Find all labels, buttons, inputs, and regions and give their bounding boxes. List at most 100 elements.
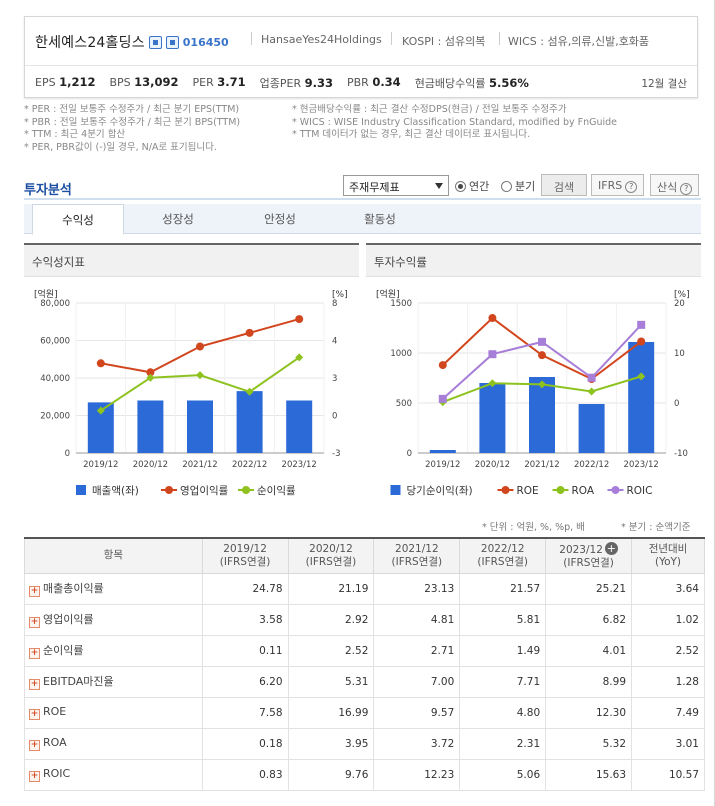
home-icon[interactable] xyxy=(148,35,162,49)
cell-value: 0.83 xyxy=(201,758,289,791)
note: * PER : 전일 보통주 수정주가 / 최근 분기 EPS(TTM) xyxy=(24,104,240,115)
table-header-row: 항목 2019/12 (IFRS연결) 2020/12 (IFRS연결) 2021/… xyxy=(24,537,705,574)
search-button[interactable]: 검색 xyxy=(541,174,587,196)
data-point xyxy=(96,406,105,415)
expand-icon[interactable]: + xyxy=(29,740,40,751)
table-row: + ROIC 0.83 9.76 12.23 5.06 15.63 10.57 xyxy=(24,758,705,791)
expand-icon[interactable]: + xyxy=(29,586,40,597)
right-axis-unit: [%] xyxy=(332,290,348,300)
cell-value: 8.99 xyxy=(545,665,633,698)
notes-left: * PER : 전일 보통주 수정주가 / 최근 분기 EPS(TTM) * P… xyxy=(24,104,240,154)
help-icon: ? xyxy=(625,181,638,193)
left-axis-unit: [억원] xyxy=(376,288,400,300)
row-label[interactable]: + 순이익률 xyxy=(24,634,203,667)
header-year: 2023/12 + (IFRS연결) xyxy=(545,537,633,574)
cell-value: 4.01 xyxy=(545,634,633,667)
english-name: HansaeYes24Holdings xyxy=(261,33,382,46)
legend-swatch xyxy=(501,486,510,494)
expand-icon[interactable]: + xyxy=(29,648,40,659)
stat-sector-per: 업종PER 9.33 xyxy=(259,76,333,90)
tab-activity[interactable]: 활동성 xyxy=(364,212,396,226)
expand-icon[interactable]: + xyxy=(29,771,40,782)
row-label[interactable]: + ROA xyxy=(24,727,203,760)
radio-quarter[interactable]: 분기 xyxy=(501,178,535,194)
tab-profitability[interactable]: 수익성 xyxy=(32,204,124,235)
cell-value: 7.58 xyxy=(201,696,289,729)
row-label[interactable]: + EBITDA마진율 xyxy=(24,665,203,698)
cell-value: 7.00 xyxy=(373,665,461,698)
tab-stability[interactable]: 안정성 xyxy=(264,212,296,226)
statement-select[interactable]: 주재무제표 xyxy=(343,175,449,196)
data-point xyxy=(295,353,304,362)
legend-label: 당기순이익(좌) xyxy=(407,485,473,497)
cell-value: 5.31 xyxy=(287,665,375,698)
cell-value: 3.72 xyxy=(373,727,461,760)
cell-yoy: 3.64 xyxy=(631,572,705,605)
section-divider xyxy=(24,198,701,200)
cell-value: 4.81 xyxy=(373,603,461,636)
bar xyxy=(286,400,313,453)
ir-icon[interactable] xyxy=(165,35,179,49)
cell-value: 23.13 xyxy=(373,572,461,605)
section-title: 투자분석 xyxy=(24,183,72,198)
legend-swatch xyxy=(556,486,565,494)
row-label[interactable]: + ROIC xyxy=(24,758,203,791)
fiscal-year-end: 12월 결산 xyxy=(641,78,687,90)
data-point xyxy=(245,387,254,396)
series-line xyxy=(442,316,642,381)
radio-annual[interactable]: 연간 xyxy=(455,178,489,194)
table-row: + EBITDA마진율 6.20 5.31 7.00 7.71 8.99 1.28 xyxy=(24,665,705,698)
cell-value: 5.81 xyxy=(459,603,547,636)
chart-title: 투자수익률 xyxy=(366,245,701,277)
cell-value: 1.49 xyxy=(459,634,547,667)
header-year: 2019/12 (IFRS연결) xyxy=(201,537,289,574)
header-yoy: 전년대비 (YoY) xyxy=(631,537,705,574)
tab-growth[interactable]: 성장성 xyxy=(162,212,194,226)
cell-value: 6.82 xyxy=(545,603,633,636)
header-year: 2022/12 (IFRS연결) xyxy=(459,537,547,574)
data-point xyxy=(295,315,304,324)
right-tick-label: 4 xyxy=(332,337,337,347)
cell-value: 2.71 xyxy=(373,634,461,667)
data-point xyxy=(587,387,596,396)
company-summary-card: 한세예스24홀딩스 016450 HansaeYes24Holdings KOS… xyxy=(24,16,698,98)
legend-swatch xyxy=(165,486,173,494)
bar xyxy=(479,383,506,453)
x-tick-label: 2022/12 xyxy=(232,460,267,470)
radio-quarter-label: 분기 xyxy=(515,180,536,193)
row-label[interactable]: + ROE xyxy=(24,696,203,729)
row-label[interactable]: + 영업이익률 xyxy=(24,603,203,636)
data-point xyxy=(438,394,447,403)
ifrs-label: IFRS xyxy=(598,179,623,192)
data-point xyxy=(637,372,646,381)
header-item: 항목 xyxy=(24,537,203,574)
left-tick-label: 80,000 xyxy=(40,299,70,309)
left-axis-unit: [억원] xyxy=(34,288,58,300)
bar xyxy=(236,391,263,453)
row-label[interactable]: + 매출총이익률 xyxy=(24,572,203,605)
legend-swatch xyxy=(611,486,620,494)
bar xyxy=(578,404,605,453)
x-tick-label: 2021/12 xyxy=(524,460,559,470)
legend-swatch xyxy=(242,486,250,494)
expand-icon[interactable]: + xyxy=(29,617,40,628)
expand-icon[interactable]: + xyxy=(29,679,40,690)
stat-eps: EPS 1,212 xyxy=(35,75,96,89)
ifrs-help-button[interactable]: IFRS? xyxy=(591,174,645,196)
note: * PBR : 전일 보통주 수정주가 / 최근 분기 BPS(TTM) xyxy=(24,116,241,128)
profitability-chart-panel: 수익성지표 [억원] [%] 80,000 60,000 40,000 20,000 0 8 4… xyxy=(24,243,359,505)
add-column-icon[interactable]: + xyxy=(604,541,618,555)
cell-yoy: 1.28 xyxy=(631,665,705,698)
cell-value: 15.63 xyxy=(545,758,633,791)
note: * WICS : WISE Industry Classification St… xyxy=(292,116,618,128)
cell-value: 2.31 xyxy=(459,727,547,760)
formula-help-button[interactable]: 산식? xyxy=(650,174,700,196)
profitability-table: 항목 2019/12 (IFRS연결) 2020/12 (IFRS연결) 2021/… xyxy=(24,537,705,791)
expand-icon[interactable]: + xyxy=(29,709,40,720)
data-point xyxy=(488,379,497,388)
cell-value: 2.92 xyxy=(287,603,375,636)
table-row: + ROE 7.58 16.99 9.57 4.80 12.30 7.49 xyxy=(24,696,705,729)
left-tick-label: 40,000 xyxy=(40,374,70,384)
stat-bps: BPS 13,092 xyxy=(109,75,179,89)
stat-dividend-yield: 현금배당수익률 5.56% xyxy=(414,76,529,90)
